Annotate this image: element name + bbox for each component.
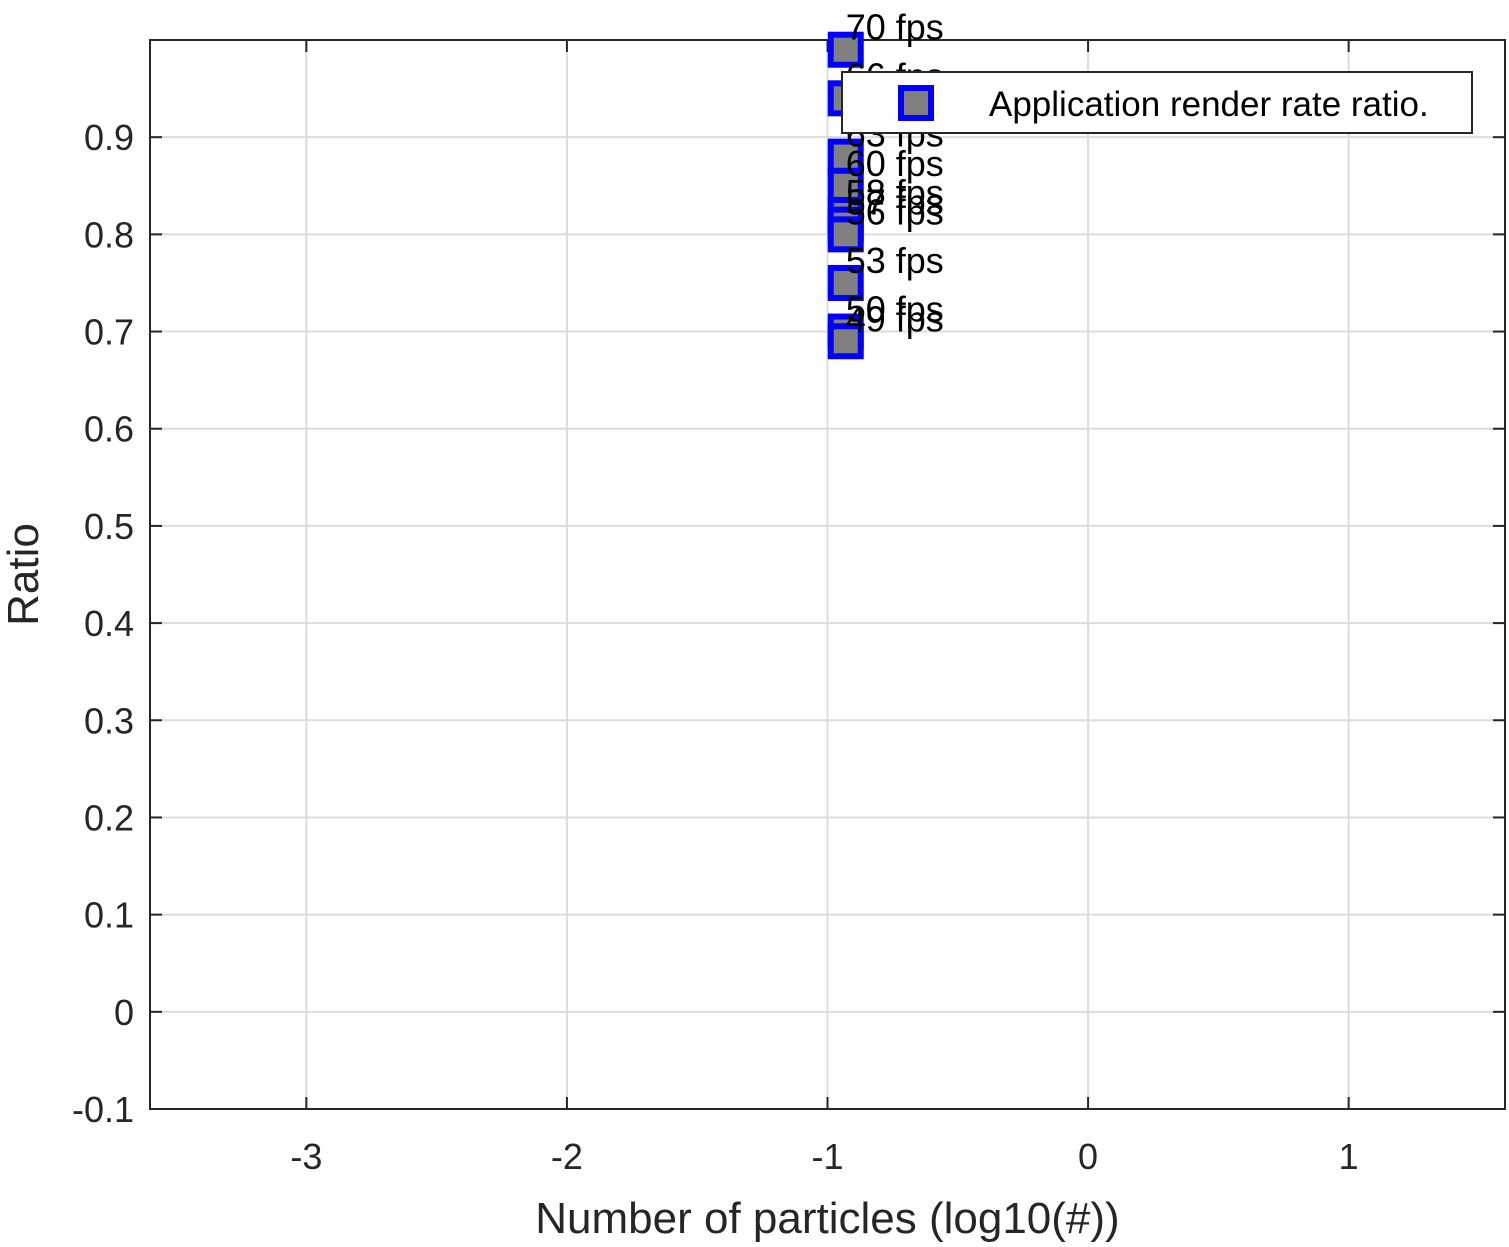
y-tick-label: 0.9: [84, 117, 134, 158]
data-point: [827, 31, 864, 68]
x-tick-label: 0: [1078, 1136, 1098, 1177]
data-point: [827, 138, 864, 175]
data-label: 70 fps: [846, 7, 944, 48]
data-label: 50 fps: [846, 289, 944, 330]
x-axis-title: Number of particles (log10(#)): [535, 1194, 1119, 1243]
legend-entry: Application render rate ratio.: [989, 85, 1429, 124]
legend-marker: [898, 85, 934, 121]
y-tick-label: 0: [114, 992, 134, 1033]
y-tick-label: 0.1: [84, 895, 134, 936]
data-label: 60 fps: [846, 143, 944, 184]
x-axis-ticks: -3 -2 -1 0 1: [290, 40, 1359, 1177]
x-tick-label: -2: [551, 1136, 583, 1177]
data-point: [827, 216, 864, 253]
data-point: [827, 264, 864, 301]
data-point: [827, 323, 864, 360]
x-tick-label: 1: [1339, 1136, 1359, 1177]
x-tick-label: -3: [290, 1136, 322, 1177]
legend-box: [841, 71, 1473, 134]
data-label: 49 fps: [846, 298, 944, 339]
data-label: 57 fps: [846, 182, 944, 223]
y-tick-label: 0.7: [84, 312, 134, 353]
y-tick-label: -0.1: [72, 1089, 134, 1130]
y-tick-label: 0.5: [84, 506, 134, 547]
y-tick-label: 0.3: [84, 700, 134, 741]
data-label: 58 fps: [846, 172, 944, 213]
y-tick-label: 0.2: [84, 797, 134, 838]
y-tick-label: 0.8: [84, 214, 134, 255]
grid: [150, 40, 1505, 1110]
y-tick-label: 0.6: [84, 409, 134, 450]
x-tick-label: -1: [811, 1136, 843, 1177]
y-axis-title: Ratio: [0, 523, 48, 626]
y-axis-ticks: -0.1 0 0.1 0.2 0.3 0.4 0.5 0.6 0.7 0.8 0.9: [72, 117, 1505, 1130]
data-label: 53 fps: [846, 240, 944, 281]
data-label: 56 fps: [846, 191, 944, 232]
y-tick-label: 0.4: [84, 603, 134, 644]
legend: Application render rate ratio.: [841, 71, 1473, 134]
